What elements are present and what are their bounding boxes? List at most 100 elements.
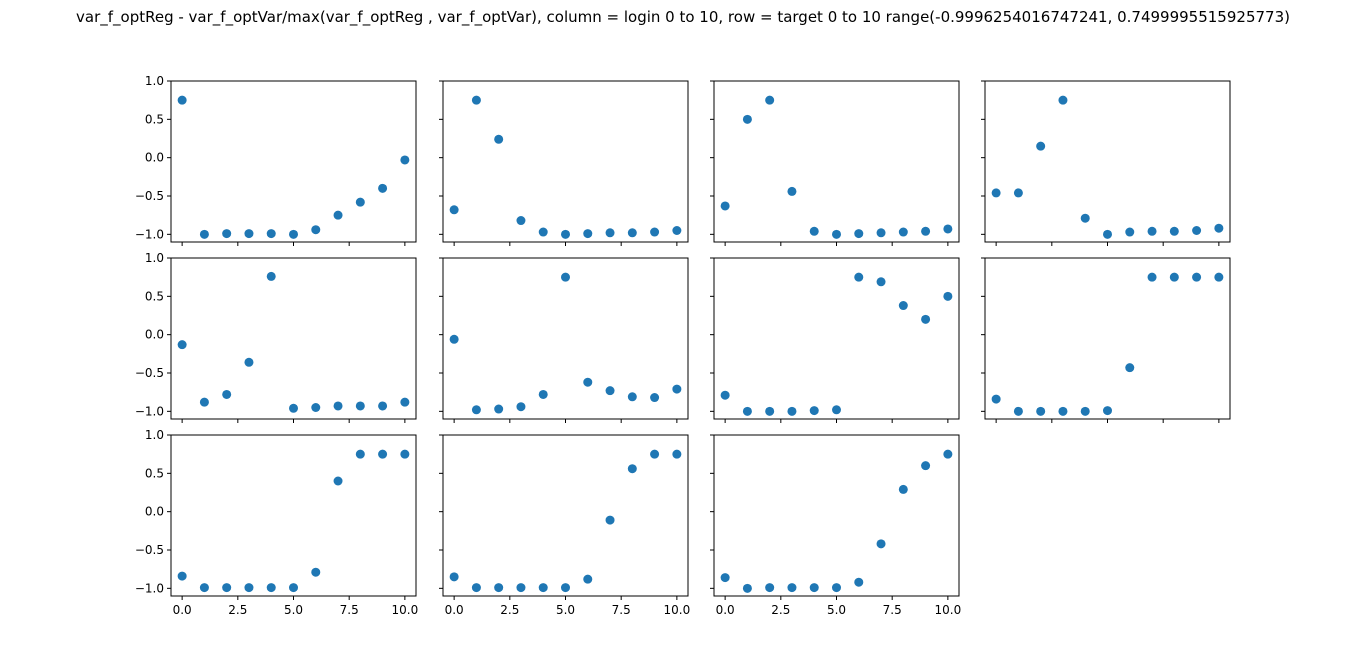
data-point [1080, 213, 1090, 223]
x-tick-label: 5.0 [284, 603, 303, 617]
data-point [516, 583, 526, 593]
y-tick-label: 0.0 [145, 505, 164, 519]
subplot-8 [981, 257, 1231, 423]
data-point [787, 583, 797, 593]
data-point [991, 188, 1001, 198]
data-point [355, 197, 365, 207]
axes-frame [170, 80, 417, 243]
data-point [311, 225, 321, 235]
data-point [650, 393, 660, 403]
data-point [222, 583, 232, 593]
data-point [400, 155, 410, 165]
x-tick-label: 5.0 [556, 603, 575, 617]
axes-frame [984, 257, 1231, 420]
x-tick-label: 2.5 [500, 603, 519, 617]
data-point [1013, 188, 1023, 198]
data-point [538, 227, 548, 237]
data-point [1080, 406, 1090, 416]
x-tick-label: 0.0 [716, 603, 735, 617]
x-tick-label: 0.0 [445, 603, 464, 617]
y-tick-label: 0.5 [145, 112, 164, 126]
x-tick-label: 7.5 [340, 603, 359, 617]
axes-frame [713, 434, 960, 597]
data-point [765, 95, 775, 105]
y-tick-label: 1.0 [145, 74, 164, 88]
x-tick-label: 5.0 [827, 603, 846, 617]
data-point [605, 515, 615, 525]
data-point [787, 186, 797, 196]
subplot-3 [710, 80, 960, 246]
y-tick-label: 1.0 [145, 251, 164, 265]
data-point [1147, 226, 1157, 236]
axes-frame [170, 434, 417, 597]
data-point [222, 229, 232, 239]
data-point [177, 95, 187, 105]
x-tick-label: 0.0 [173, 603, 192, 617]
data-point [720, 390, 730, 400]
data-point [1013, 406, 1023, 416]
y-tick-label: −1.0 [135, 227, 164, 241]
data-point [787, 406, 797, 416]
data-point [471, 405, 481, 415]
data-point [311, 403, 321, 412]
data-point [538, 389, 548, 399]
y-tick-label: −0.5 [135, 189, 164, 203]
x-tick-label: 10.0 [392, 603, 419, 617]
data-point [289, 229, 298, 239]
axes-frame [442, 80, 689, 243]
data-point [516, 402, 526, 412]
data-point [832, 229, 841, 239]
data-point [333, 476, 343, 486]
subplot-10: 0.0 2.5 5.0 7.5 10.0 [439, 434, 691, 617]
data-point [854, 229, 864, 239]
data-point [494, 134, 504, 144]
subplot-4 [981, 80, 1231, 246]
data-point [561, 229, 570, 239]
data-point [494, 404, 504, 414]
data-point [378, 449, 388, 459]
data-point [289, 403, 298, 413]
data-point [449, 334, 459, 344]
data-point [832, 583, 841, 593]
data-point [1103, 406, 1112, 416]
data-point [400, 397, 410, 407]
subplot-6 [439, 257, 689, 423]
data-point [1214, 223, 1224, 233]
subplot-11: 0.0 2.5 5.0 7.5 10.0 [710, 434, 962, 617]
data-point [1169, 226, 1179, 236]
data-point [449, 205, 459, 215]
data-point [355, 401, 365, 411]
data-point [742, 583, 752, 593]
data-point [266, 583, 276, 593]
data-point [854, 272, 864, 282]
data-point [199, 229, 209, 239]
data-point [809, 406, 819, 416]
subplot-5: 1.0 0.5 0.0 −0.5 −1.0 [135, 251, 417, 423]
y-tick-label: 1.0 [145, 428, 164, 442]
axes-frame [170, 257, 417, 420]
data-point [720, 201, 730, 211]
data-point [876, 277, 886, 287]
data-point [516, 216, 526, 226]
data-point [378, 183, 388, 193]
data-point [765, 583, 775, 593]
y-tick-label: 0.5 [145, 466, 164, 480]
data-point [627, 464, 637, 474]
data-point [627, 228, 637, 238]
data-point [561, 583, 570, 593]
data-point [1147, 272, 1157, 282]
data-point [650, 449, 660, 459]
data-point [650, 227, 660, 237]
y-tick-label: 0.5 [145, 289, 164, 303]
x-tick-label: 10.0 [664, 603, 691, 617]
data-point [1036, 406, 1046, 416]
data-point [199, 583, 209, 593]
x-tick-label: 10.0 [935, 603, 962, 617]
data-point [1058, 406, 1068, 416]
data-point [672, 226, 682, 235]
data-point [471, 95, 481, 105]
data-point [177, 571, 187, 581]
data-point [809, 226, 819, 236]
